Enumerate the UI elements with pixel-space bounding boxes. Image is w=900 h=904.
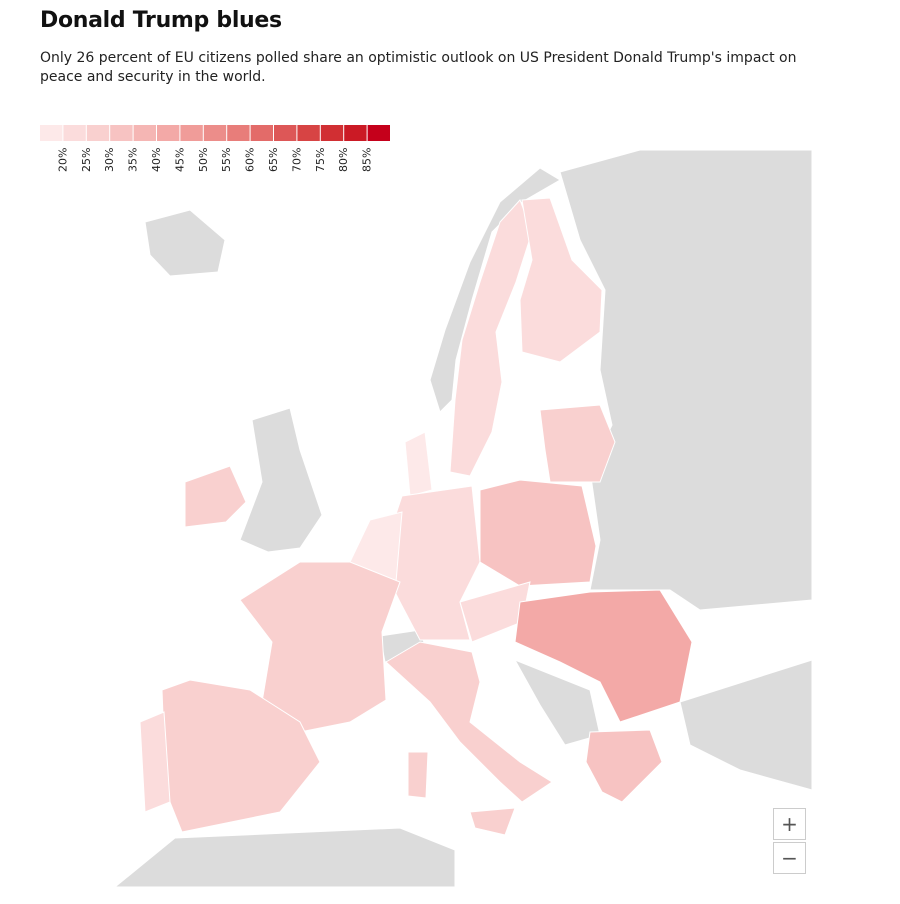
spain xyxy=(161,679,321,833)
finland xyxy=(519,197,603,363)
russia xyxy=(559,149,813,611)
legend-swatch xyxy=(157,125,180,141)
legend-label: 25% xyxy=(80,148,93,172)
legend-label: 70% xyxy=(290,148,303,172)
legend-swatch xyxy=(40,125,63,141)
legend-swatch xyxy=(86,125,110,141)
hungary-romania-bulgaria xyxy=(514,589,693,723)
france xyxy=(239,561,401,733)
legend-label: 40% xyxy=(150,148,163,172)
legend-label: 75% xyxy=(314,148,327,172)
legend-swatch xyxy=(250,125,273,141)
ireland xyxy=(184,465,247,528)
balkans xyxy=(513,659,601,746)
eu-countries xyxy=(139,197,693,836)
legend-swatch xyxy=(320,125,344,141)
poland xyxy=(479,479,597,587)
north-africa xyxy=(113,827,456,888)
zoom-out-button[interactable]: − xyxy=(773,842,806,874)
legend-label: 80% xyxy=(337,148,350,172)
legend-label: 30% xyxy=(103,148,116,172)
sicily xyxy=(469,807,516,836)
basemap xyxy=(113,149,813,888)
legend-label: 85% xyxy=(361,148,374,172)
baltics xyxy=(539,404,616,483)
turkey xyxy=(679,659,813,791)
legend-swatch xyxy=(274,125,297,141)
uk xyxy=(239,407,323,553)
legend-swatch xyxy=(203,125,227,141)
zoom-in-button[interactable]: + xyxy=(773,808,806,840)
sweden xyxy=(449,199,533,477)
denmark xyxy=(404,431,433,497)
legend-swatch xyxy=(297,125,320,141)
legend-label: 20% xyxy=(56,148,69,172)
legend-swatch xyxy=(63,125,86,141)
legend-swatch xyxy=(133,125,156,141)
legend-label: 60% xyxy=(244,148,257,172)
legend-label: 45% xyxy=(173,148,186,172)
legend-label: 35% xyxy=(127,148,140,172)
iceland xyxy=(144,209,226,277)
italy xyxy=(385,641,553,803)
greece xyxy=(585,729,663,803)
legend-swatch xyxy=(344,125,367,141)
legend-swatch xyxy=(180,125,203,141)
sardinia xyxy=(407,751,429,799)
legend-label: 50% xyxy=(197,148,210,172)
legend: 20% 25% 30% 35% 40% 45% 50% 55% 60% 65% 70% 75% 80% 8… xyxy=(40,125,390,172)
legend-swatch xyxy=(227,125,250,141)
legend-swatch xyxy=(110,125,133,141)
subtitle: Only 26 percent of EU citizens polled sh… xyxy=(40,50,797,85)
legend-label: 65% xyxy=(267,148,280,172)
title: Donald Trump blues xyxy=(40,8,282,33)
legend-swatch xyxy=(367,125,390,141)
legend-label: 55% xyxy=(220,148,233,172)
portugal xyxy=(139,711,171,813)
